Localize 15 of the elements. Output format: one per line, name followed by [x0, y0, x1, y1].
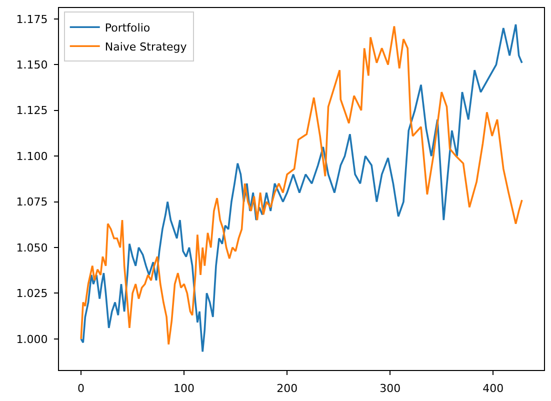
- y-tick-label: 1.175: [16, 12, 48, 26]
- x-tick-label: 200: [276, 382, 298, 396]
- x-tick-label: 0: [78, 382, 85, 396]
- y-tick-label: 1.075: [16, 196, 48, 209]
- y-tick-label: 1.050: [16, 241, 48, 254]
- y-tick-label: 1.125: [16, 104, 48, 118]
- legend-label: Naive Strategy: [104, 40, 188, 54]
- y-tick-label: 1.100: [16, 150, 48, 163]
- y-tick-label: 1.000: [16, 332, 48, 346]
- y-tick-label: 1.025: [16, 287, 48, 300]
- x-tick-label: 400: [482, 382, 504, 396]
- legend-label: Portfolio: [104, 21, 150, 34]
- y-tick-label: 1.150: [16, 58, 48, 72]
- x-tick-label: 300: [380, 382, 401, 396]
- x-tick-label: 100: [174, 382, 195, 396]
